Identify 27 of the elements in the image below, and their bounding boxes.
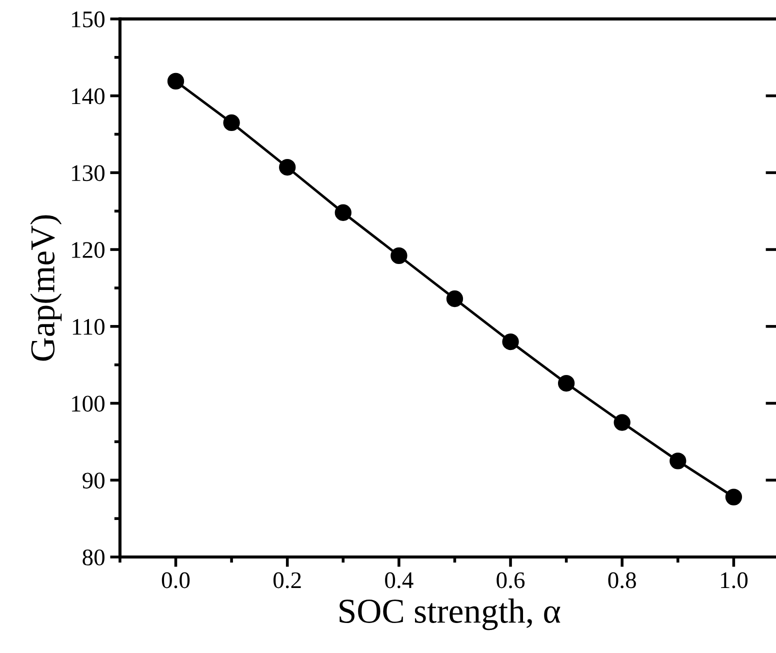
y-tick-label: 90 bbox=[82, 472, 104, 489]
point bbox=[390, 247, 408, 264]
point bbox=[670, 452, 686, 470]
point bbox=[558, 374, 575, 392]
point bbox=[614, 414, 630, 431]
y-tick-label: 100 bbox=[72, 396, 104, 412]
x-tick-label: 0.6 bbox=[496, 572, 525, 588]
y-tick-label: 130 bbox=[72, 165, 104, 182]
y-tick-label: 140 bbox=[72, 88, 104, 104]
x-tick-label: 0.0 bbox=[162, 572, 190, 588]
point bbox=[223, 114, 240, 132]
x-tick-label: 0.4 bbox=[385, 572, 414, 588]
point bbox=[725, 488, 742, 506]
x-tick-label: 0.2 bbox=[273, 572, 301, 588]
x-axis-title: SOC strength, α bbox=[340, 598, 560, 630]
y-tick-label: 110 bbox=[72, 318, 104, 335]
point bbox=[279, 158, 296, 176]
y-tick-label: 150 bbox=[72, 11, 104, 28]
y-tick-label: 80 bbox=[82, 550, 104, 566]
point bbox=[167, 72, 184, 90]
point bbox=[334, 204, 352, 221]
x-tick-label: 1.0 bbox=[721, 572, 748, 588]
y-axis-title: Gap(meV) bbox=[30, 215, 62, 361]
y-tick-label: 120 bbox=[72, 242, 104, 258]
x-tick-label: 0.8 bbox=[608, 572, 636, 588]
point bbox=[502, 333, 519, 350]
point bbox=[446, 290, 464, 308]
